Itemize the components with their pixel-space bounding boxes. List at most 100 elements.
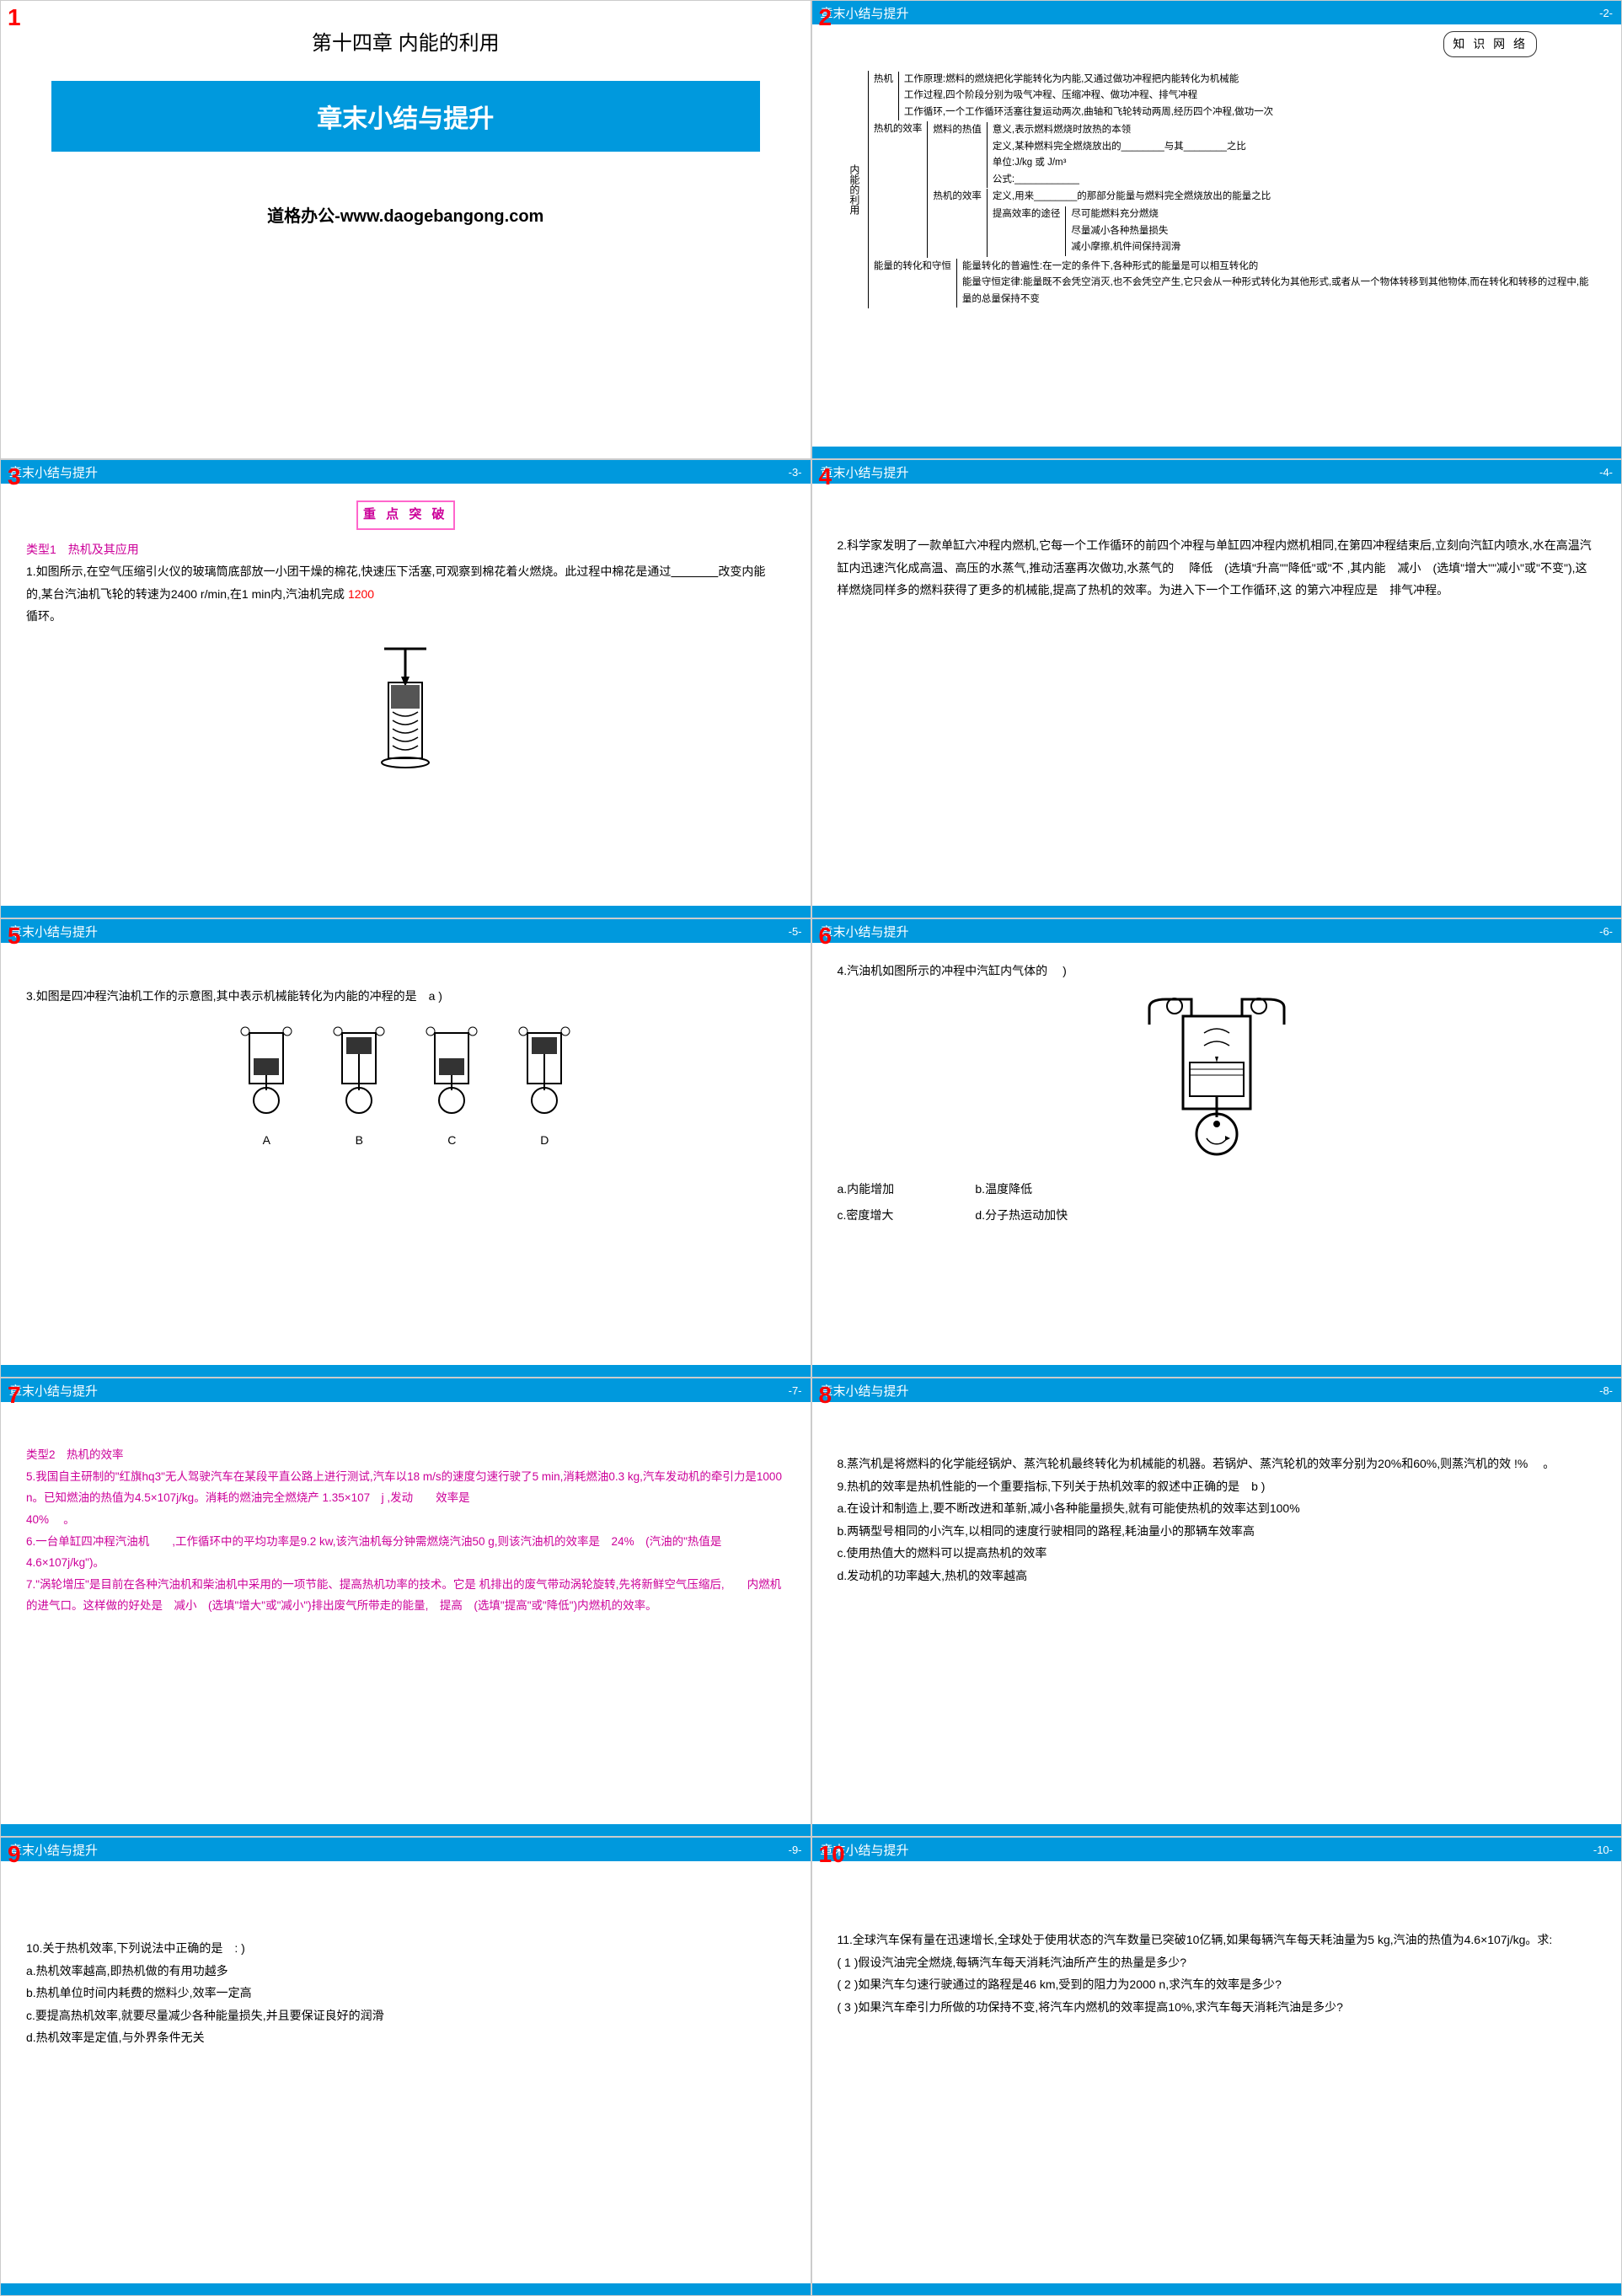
header-title: 章末小结与提升 [821,4,909,22]
slide-3: 3 章末小结与提升 -3- 重 点 突 破 类型1 热机及其应用 1.如图所示,… [0,459,811,918]
slide-number: 5 [8,923,21,950]
header: 章末小结与提升 -10- [812,1838,1622,1861]
content: 11.全球汽车保有量在迅速增长,全球处于使用状态的汽车数量已突破10亿辆,如果每… [812,1861,1622,2035]
slide-number: 6 [819,923,832,950]
options: a.内能增加 b.温度降低 c.密度增大 d.分子热运动加快 [838,1178,1597,1229]
question-11: 11.全球汽车保有量在迅速增长,全球处于使用状态的汽车数量已突破10亿辆,如果每… [838,1929,1597,1951]
header-title: 章末小结与提升 [9,463,98,481]
slide-4: 4 章末小结与提升 -4- 2.科学家发明了一款单缸六冲程内燃机,它每一个工作循… [811,459,1622,918]
header-title: 章末小结与提升 [9,1841,98,1859]
question-8: 8.蒸汽机是将燃料的化学能经锅炉、蒸汽轮机最终转化为机械能的机器。若锅炉、蒸汽轮… [838,1453,1597,1475]
type-title: 类型2 热机的效率 [26,1444,785,1466]
question-2: 2.科学家发明了一款单缸六冲程内燃机,它每一个工作循环的前四个冲程与单缸四冲程内… [838,534,1597,602]
content: 3.如图是四冲程汽油机工作的示意图,其中表示机械能转化为内能的冲程的是 a ) … [1,943,811,1169]
slide-5: 5 章末小结与提升 -5- 3.如图是四冲程汽油机工作的示意图,其中表示机械能转… [0,918,811,1378]
slide-number: 3 [8,463,21,490]
option-a: a.热机效率越高,即热机做的有用功越多 [26,1960,785,1983]
content: 知 识 网 络 内能的利用 热机 工作原理:燃料的燃烧把化学能转化为内能,又通过… [812,24,1622,320]
footer [812,1824,1622,1836]
slide-9: 9 章末小结与提升 -9- 10.关于热机效率,下列说法中正确的是 : ) a.… [0,1837,811,2296]
footer [812,447,1622,458]
question-3: 3.如图是四冲程汽油机工作的示意图,其中表示机械能转化为内能的冲程的是 a ) [26,985,785,1008]
slide-number: 10 [819,1841,845,1868]
main-title: 章末小结与提升 [51,81,760,152]
slide-number: 4 [819,463,832,490]
four-stroke-diagram: A B C D [26,1025,785,1152]
page-number: -4- [1599,466,1613,479]
engine-diagram [838,991,1597,1167]
header: 章末小结与提升 -5- [1,919,811,943]
footer [812,1365,1622,1377]
option-a: a.内能增加 [838,1178,972,1201]
header: 章末小结与提升 -8- [812,1378,1622,1402]
page-number: -7- [789,1384,802,1397]
header: 章末小结与提升 -7- [1,1378,811,1402]
slide-7: 7 章末小结与提升 -7- 类型2 热机的效率 5.我国自主研制的"红旗hq3"… [0,1378,811,1837]
header: 章末小结与提升 -9- [1,1838,811,1861]
footer [1,1824,811,1836]
content: 10.关于热机效率,下列说法中正确的是 : ) a.热机效率越高,即热机做的有用… [1,1861,811,2066]
header-title: 章末小结与提升 [9,1382,98,1400]
sub-2: ( 2 )如果汽车匀速行驶通过的路程是46 km,受到的阻力为2000 n,求汽… [838,1973,1597,1996]
sub-1: ( 1 )假设汽油完全燃烧,每辆汽车每天消耗汽油所产生的热量是多少? [838,1951,1597,1974]
header-title: 章末小结与提升 [821,463,909,481]
question-6: 6.一台单缸四冲程汽油机 ,工作循环中的平均功率是9.2 kw,该汽油机每分钟需… [26,1531,785,1574]
slide-1: 1 第十四章 内能的利用 章末小结与提升 道格办公-www.daogebango… [0,0,811,459]
slide-2: 2 章末小结与提升 -2- 知 识 网 络 内能的利用 热机 工作原理:燃料的燃… [811,0,1622,459]
slide-8: 8 章末小结与提升 -8- 8.蒸汽机是将燃料的化学能经锅炉、蒸汽轮机最终转化为… [811,1378,1622,1837]
page-number: -2- [1599,7,1613,19]
option-b: b.热机单位时间内耗费的燃料少,效率一定高 [26,1982,785,2004]
knowledge-tree: 内能的利用 热机 工作原理:燃料的燃烧把化学能转化为内能,又通过做功冲程把内能转… [829,66,1605,314]
option-c: c.要提高热机效率,就要尽量减少各种能量损失,并且要保证良好的润滑 [26,2004,785,2027]
question-1: 1.如图所示,在空气压缩引火仪的玻璃筒底部放一小团干燥的棉花,快速压下活塞,可观… [26,560,785,628]
page-number: -10- [1593,1844,1613,1856]
sub-3: ( 3 )如果汽车牵引力所做的功保持不变,将汽车内燃机的效率提高10%,求汽车每… [838,1996,1597,2019]
chapter-title: 第十四章 内能的利用 [1,26,811,56]
slide-number: 8 [819,1382,832,1409]
footer [1,906,811,918]
tree-root: 内能的利用 [843,164,866,215]
slide-number: 2 [819,4,832,31]
slide-number: 7 [8,1382,21,1409]
footer [1,1365,811,1377]
section-label: 知 识 网 络 [1443,31,1537,57]
footer [812,906,1622,918]
content: 4.汽油机如图所示的冲程中汽缸内气体的 ) a.内能增加 b.温 [812,943,1622,1246]
header: 章末小结与提升 -6- [812,919,1622,943]
header-title: 章末小结与提升 [9,923,98,940]
option-d: d.分子热运动加快 [975,1204,1110,1227]
header: 章末小结与提升 -3- [1,460,811,484]
content: 类型2 热机的效率 5.我国自主研制的"红旗hq3"无人驾驶汽车在某段平直公路上… [1,1402,811,1634]
page-number: -3- [789,466,802,479]
option-b: b.温度降低 [975,1178,1110,1201]
option-d: d.发动机的功率越大,热机的效率越高 [838,1565,1597,1587]
content: 重 点 突 破 类型1 热机及其应用 1.如图所示,在空气压缩引火仪的玻璃筒底部… [1,484,811,803]
type-title: 类型1 热机及其应用 [26,538,785,561]
watermark: 道格办公-www.daogebangong.com [1,202,811,227]
content: 2.科学家发明了一款单缸六冲程内燃机,它每一个工作循环的前四个冲程与单缸四冲程内… [812,484,1622,618]
option-c: c.使用热值大的燃料可以提高热机的效率 [838,1542,1597,1565]
slide-6: 6 章末小结与提升 -6- 4.汽油机如图所示的冲程中汽缸内气体的 ) [811,918,1622,1378]
question-4: 4.汽油机如图所示的冲程中汽缸内气体的 ) [838,960,1597,982]
question-5: 5.我国自主研制的"红旗hq3"无人驾驶汽车在某段平直公路上进行测试,汽车以18… [26,1466,785,1531]
question-7: 7."涡轮增压"是目前在各种汽油机和柴油机中采用的一项节能、提高热机功率的技术。… [26,1574,785,1617]
option-b: b.两辆型号相同的小汽车,以相同的速度行驶相同的路程,耗油量小的那辆车效率高 [838,1520,1597,1543]
page-number: -6- [1599,925,1613,938]
footer [1,2283,811,2295]
question-9: 9.热机的效率是热机性能的一个重要指标,下列关于热机效率的叙述中正确的是 b ) [838,1475,1597,1498]
content: 8.蒸汽机是将燃料的化学能经锅炉、蒸汽轮机最终转化为机械能的机器。若锅炉、蒸汽轮… [812,1402,1622,1604]
page-number: -9- [789,1844,802,1856]
question-10: 10.关于热机效率,下列说法中正确的是 : ) [26,1937,785,1960]
option-d: d.热机效率是定值,与外界条件无关 [26,2026,785,2049]
header-title: 章末小结与提升 [821,923,909,940]
slide-number: 1 [8,4,21,31]
section-label: 重 点 突 破 [356,500,455,530]
slide-number: 9 [8,1841,21,1868]
slide-10: 10 章末小结与提升 -10- 11.全球汽车保有量在迅速增长,全球处于使用状态… [811,1837,1622,2296]
footer [812,2283,1622,2295]
header: 章末小结与提升 -2- [812,1,1622,24]
page-number: -5- [789,925,802,938]
header-title: 章末小结与提升 [821,1382,909,1400]
header: 章末小结与提升 -4- [812,460,1622,484]
page-number: -8- [1599,1384,1613,1397]
